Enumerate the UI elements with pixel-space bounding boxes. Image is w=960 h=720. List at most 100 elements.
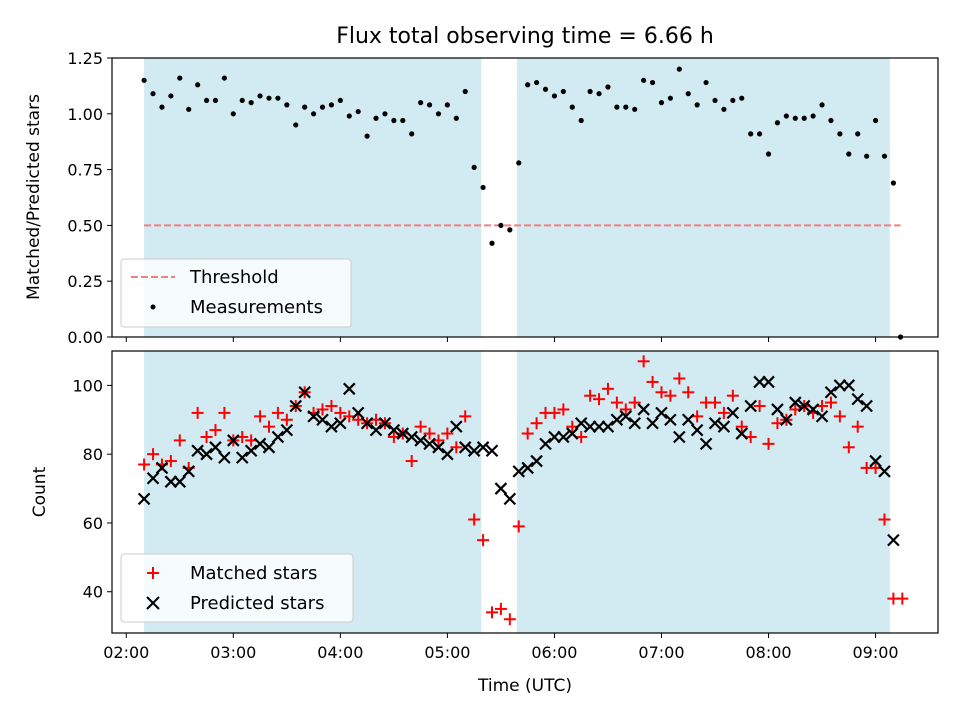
predicted-star-point (235, 451, 249, 464)
predicted-star-point (815, 410, 829, 423)
matched-star-point (628, 396, 641, 409)
top-y-tick-label: 0.75 (67, 161, 103, 180)
measurement-point (426, 102, 433, 108)
matched-star-point (468, 513, 481, 526)
predicted-star-point (646, 416, 659, 430)
predicted-star-point (557, 430, 570, 444)
measurement-point (159, 104, 165, 110)
measurement-point (605, 84, 611, 90)
measurement-point (765, 151, 772, 157)
bottom-axis-ticks: 02:00 03:00 04:00 05:00 06:00 07:00 08:00 09:00… (72, 376, 898, 662)
predicted-star-point (467, 444, 481, 458)
predicted-star-point (218, 451, 231, 464)
measurement-point (819, 102, 825, 108)
measurement-point (551, 93, 558, 99)
measurement-point (685, 91, 691, 97)
measurement-point (186, 106, 192, 112)
measurement-point (418, 100, 424, 106)
matched-star-point (316, 403, 329, 416)
predicted-star-point (753, 375, 766, 389)
measurement-point (328, 102, 335, 108)
x-tick-label: 02:00 (103, 643, 149, 662)
predicted-star-point (708, 416, 722, 430)
matched-star-point (530, 417, 543, 430)
x-tick-label: 09:00 (853, 643, 899, 662)
predicted-star-point (744, 399, 757, 413)
measurement-point (828, 117, 834, 124)
measurement-point (890, 180, 896, 186)
matched-star-point (262, 420, 275, 433)
measurement-point (239, 97, 245, 104)
predicted-star-point (842, 379, 856, 392)
measurement-point (150, 91, 156, 97)
x-tick-label: 08:00 (745, 643, 791, 662)
measurement-point (373, 115, 379, 121)
predicted-star-point (726, 406, 740, 420)
bottom-plot-frame (111, 350, 939, 634)
predicted-star-point (512, 465, 526, 478)
measurement-point (364, 133, 370, 139)
measurement-point (203, 97, 210, 104)
matched-star-point (164, 455, 177, 468)
count-points (137, 355, 909, 626)
matched-star-point (601, 382, 614, 395)
predicted-star-point (387, 423, 401, 437)
matched-star-point (851, 420, 864, 433)
top-y-tick-label: 1.25 (67, 49, 103, 68)
measurement-point (712, 97, 718, 104)
matched-star-point (646, 375, 659, 388)
matched-star-point (280, 413, 293, 426)
x-tick-label: 07:00 (638, 643, 684, 662)
measurement-point (872, 117, 879, 124)
bottom-y-tick-label: 40 (83, 583, 103, 602)
measurement-point (667, 95, 673, 101)
matched-star-point (842, 441, 855, 454)
matched-legend-swatch (147, 567, 159, 579)
predicted-star-point (200, 447, 213, 461)
measurement-point (310, 111, 317, 117)
measurement-point (730, 97, 736, 104)
predicted-star-point (360, 416, 374, 430)
top-legend: Threshold Measurements (120, 258, 352, 328)
predicted-star-point (655, 406, 668, 420)
predicted-star-point (405, 430, 418, 444)
predicted-star-point (289, 399, 303, 413)
predicted-star-point (521, 461, 534, 475)
x-axis-label: Time (UTC) (477, 676, 572, 696)
predicted-star-point (851, 392, 864, 406)
chart-title: Flux total observing time = 6.66 h (336, 24, 714, 49)
matched-star-point (450, 441, 463, 454)
matched-star-point (824, 396, 837, 409)
predicted-star-point (717, 420, 731, 433)
predicted-star-point (271, 430, 285, 444)
measurement-point (489, 240, 495, 246)
matched-star-point (218, 406, 231, 419)
measurement-point (409, 131, 415, 137)
measurement-point (748, 131, 754, 137)
bottom-y-tick-label: 60 (83, 514, 103, 533)
predicted-star-point (155, 461, 169, 475)
predicted-star-point (797, 399, 811, 413)
predicted-star-point (735, 427, 749, 440)
measurement-point (346, 113, 352, 119)
measurement-point (596, 91, 602, 97)
matched-star-point (735, 420, 748, 433)
bottom-legend-box (120, 553, 354, 623)
x-tick-label: 06:00 (531, 643, 577, 662)
measurement-point (195, 82, 201, 88)
measurement-point (275, 95, 281, 101)
measurement-point (632, 106, 638, 112)
predicted-star-point (548, 430, 561, 444)
bottom-legend: Matched stars Predicted stars (120, 553, 354, 623)
measurement-point (319, 104, 326, 110)
predicted-star-point (351, 406, 365, 420)
top-y-tick-label: 0.25 (67, 272, 103, 291)
bottom-panel: 02:00 03:00 04:00 05:00 06:00 07:00 08:00 09:00… (30, 350, 939, 696)
measurement-point (284, 102, 290, 108)
top-panel: 0.00 0.25 0.50 0.75 1.00 1.25 Threshold Measu… (24, 24, 939, 347)
predicted-star-point (485, 444, 499, 458)
predicted-star-point (601, 420, 615, 433)
measurement-point (221, 75, 227, 81)
threshold-legend-label: Threshold (189, 267, 279, 288)
bottom-y-axis-label: Count (30, 466, 50, 517)
